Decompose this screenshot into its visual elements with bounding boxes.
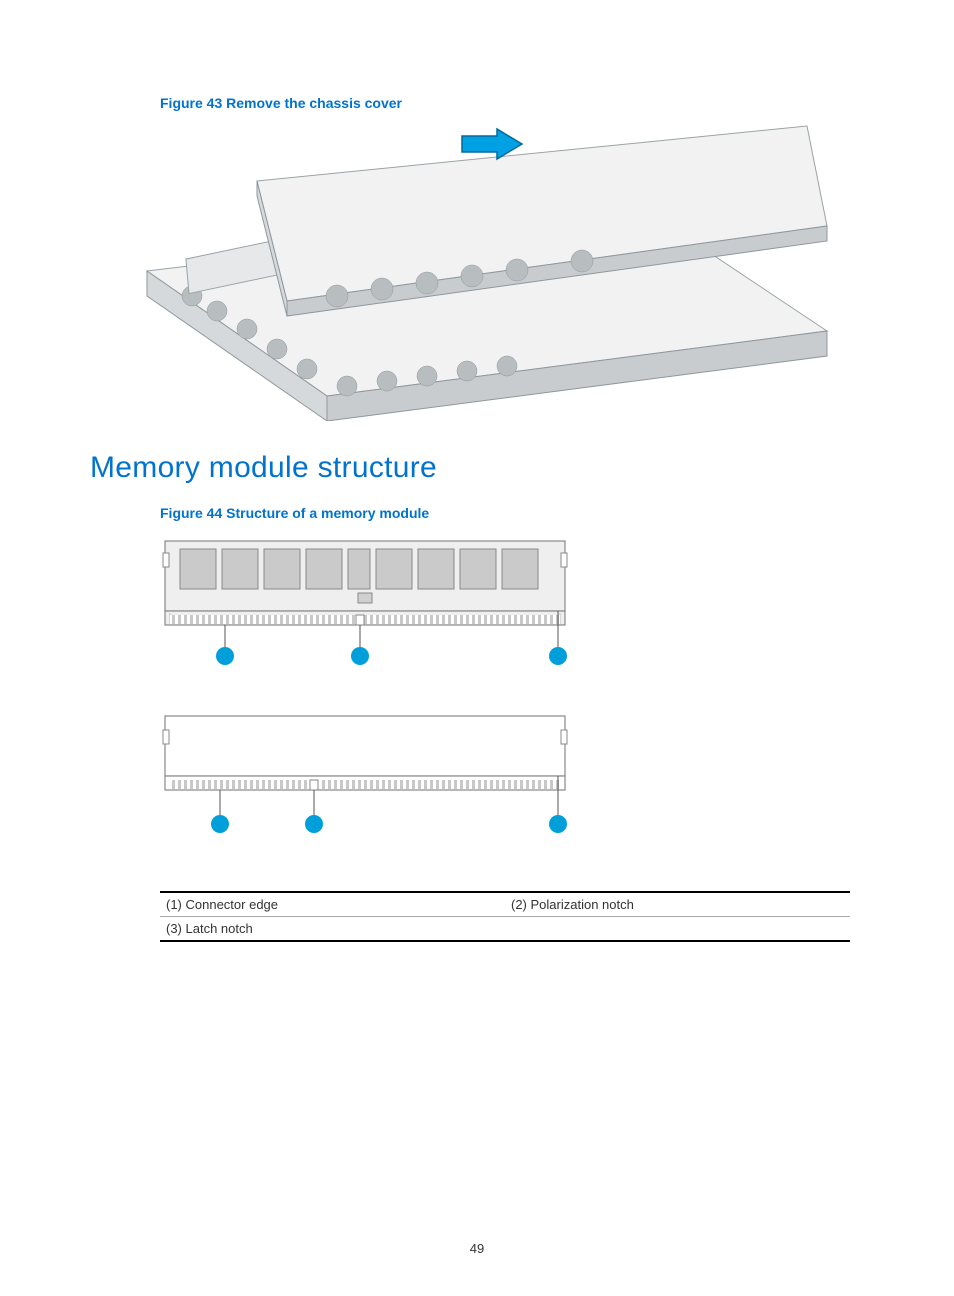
memory-module-top <box>163 541 567 665</box>
memory-module-svg <box>160 531 590 871</box>
direction-arrow-icon <box>462 129 522 159</box>
figure-44-caption: Figure 44 Structure of a memory module <box>160 505 874 521</box>
legend-cell-1: (1) Connector edge <box>160 892 505 917</box>
legend-cell-2: (2) Polarization notch <box>505 892 850 917</box>
page-number: 49 <box>0 1241 954 1256</box>
legend-cell-4 <box>505 917 850 942</box>
table-row: (3) Latch notch <box>160 917 850 942</box>
figure-43-caption: Figure 43 Remove the chassis cover <box>160 95 874 111</box>
figure-43-diagram <box>90 121 874 421</box>
figure-44-legend-table: (1) Connector edge (2) Polarization notc… <box>160 891 850 942</box>
memory-module-bottom <box>163 716 567 833</box>
legend-cell-3: (3) Latch notch <box>160 917 505 942</box>
table-row: (1) Connector edge (2) Polarization notc… <box>160 892 850 917</box>
figure-44-diagram <box>160 531 944 871</box>
section-heading-memory-module-structure: Memory module structure <box>90 451 874 485</box>
document-page: Figure 43 Remove the chassis cover <box>0 0 954 1296</box>
chassis-diagram-svg <box>127 121 837 421</box>
